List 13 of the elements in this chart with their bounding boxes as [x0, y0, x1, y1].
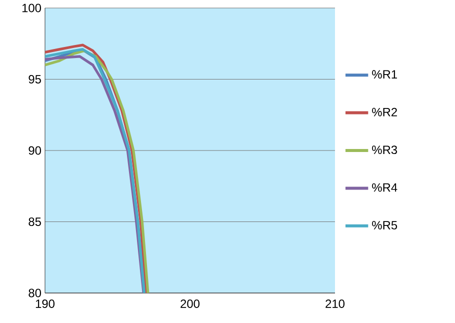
y-tick-label: 85 [28, 218, 41, 226]
x-tick-label: 210 [326, 300, 345, 308]
legend-label: %R1 [372, 70, 397, 79]
legend-label: %R2 [372, 108, 397, 116]
y-tick-label: 95 [28, 75, 41, 84]
x-tick-label: 190 [36, 300, 55, 308]
x-tick-label: 200 [180, 300, 200, 308]
y-tick-label: 90 [28, 146, 42, 155]
legend-label: %R3 [372, 146, 398, 154]
y-tick-label: 100 [22, 4, 42, 12]
legend-label: %R4 [372, 183, 398, 192]
y-tick-label: 80 [28, 288, 42, 298]
legend-label: %R5 [372, 221, 398, 230]
